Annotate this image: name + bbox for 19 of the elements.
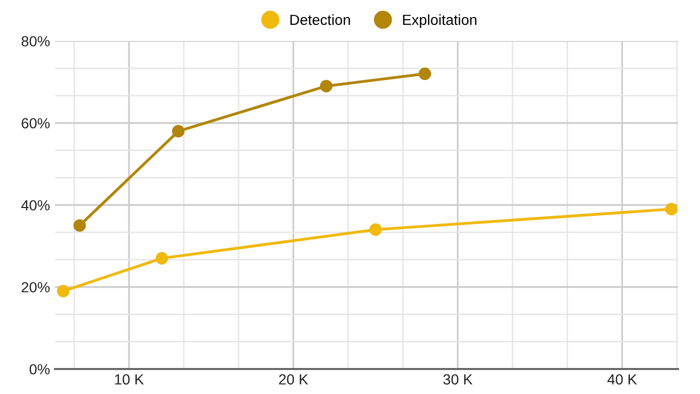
y-tick-label: 0% [30, 364, 50, 374]
y-tick-label: 80% [22, 36, 50, 46]
point [156, 252, 168, 265]
point [665, 202, 678, 216]
point [320, 80, 332, 92]
y-tick-label: 40% [21, 200, 50, 210]
point [56, 284, 70, 298]
point [418, 68, 432, 80]
legend-label: Detection [290, 14, 350, 25]
x-tick-label: 10 K [115, 374, 144, 385]
x-tick-label: 40 K [607, 374, 637, 385]
y-tick-label: 60% [22, 118, 50, 128]
point [172, 124, 185, 138]
x-tick-label: 30 K [443, 374, 473, 385]
legend-label: Exploitation [403, 14, 476, 28]
x-tick-label: 20 K [279, 374, 308, 385]
y-tick-label: 20% [22, 282, 50, 292]
point [369, 223, 382, 236]
point [73, 219, 86, 232]
